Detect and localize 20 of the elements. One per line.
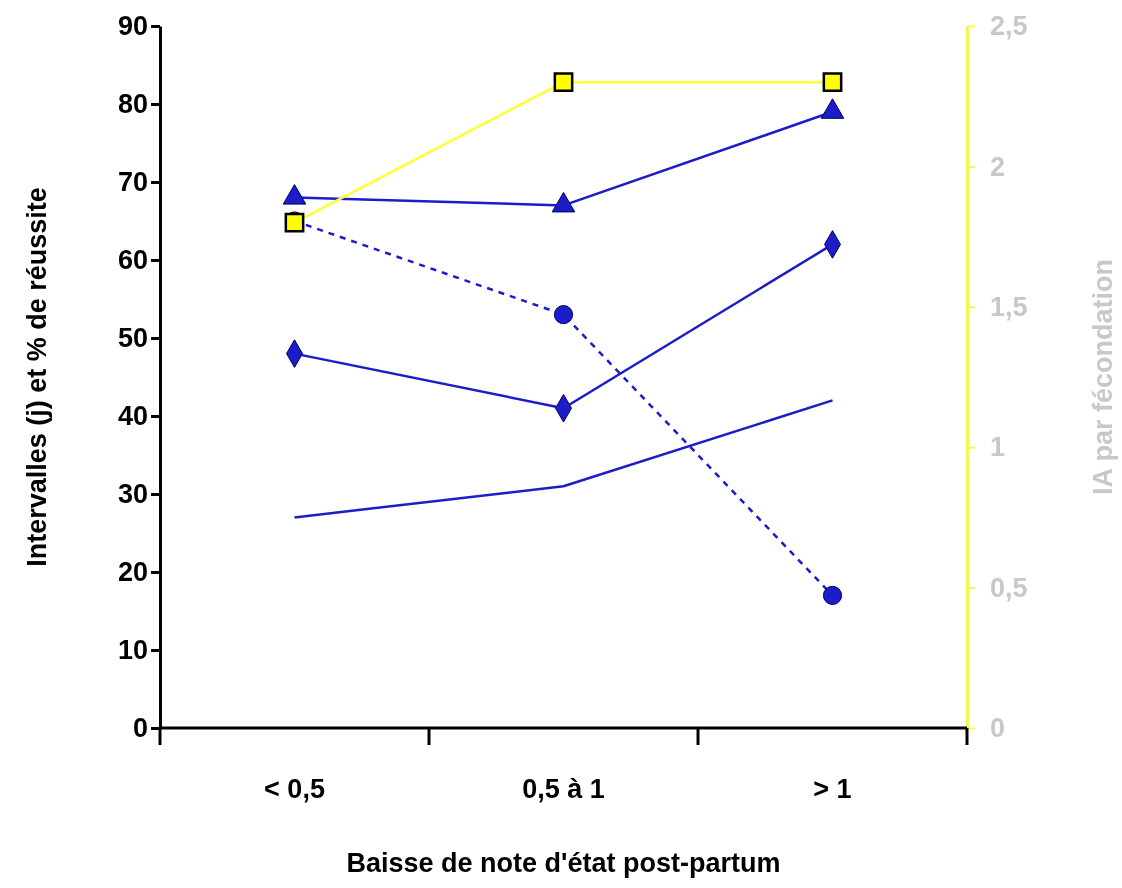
x-tick-label: > 1 — [813, 774, 852, 804]
y-tick-label: 10 — [117, 635, 148, 666]
point — [553, 305, 574, 325]
y-tick-label: 0 — [132, 713, 148, 744]
y-tick-label: 80 — [117, 89, 148, 120]
x-tick-label: < 0,5 — [264, 774, 325, 804]
y-tick-label: 90 — [117, 11, 148, 42]
y-tick-label: 50 — [117, 323, 148, 354]
point — [282, 184, 307, 205]
x-axis-title: Baisse de note d'état post-partum — [346, 848, 781, 878]
y-tick-label: 60 — [117, 245, 148, 276]
y-axis-title: Intervalles (j) et % de réussite — [22, 187, 52, 567]
y-tick-label: 20 — [117, 557, 148, 588]
y-tick-label: 30 — [117, 479, 148, 510]
point — [820, 98, 845, 119]
point — [822, 585, 843, 605]
x-tick-label: 0,5 à 1 — [522, 774, 605, 804]
y-tick-label: 40 — [117, 401, 148, 432]
point — [551, 191, 576, 213]
y-tick-label: 70 — [117, 167, 148, 198]
